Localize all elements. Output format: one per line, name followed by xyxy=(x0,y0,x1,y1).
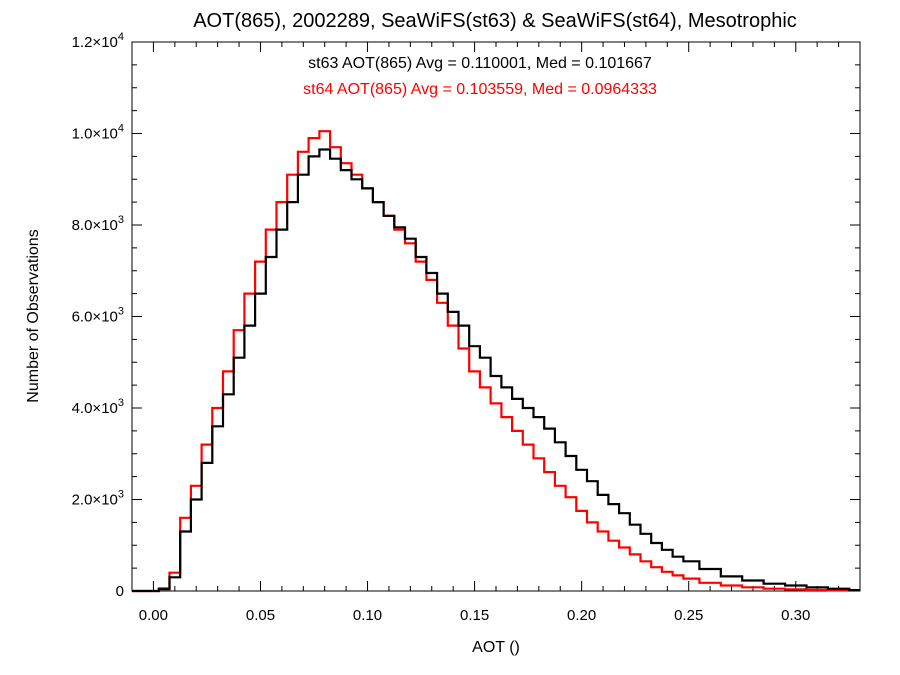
x-tick-label: 0.10 xyxy=(353,607,382,624)
y-tick-label: 4.0×103 xyxy=(72,397,124,417)
plot-frame xyxy=(131,41,861,592)
x-tick-label: 0.30 xyxy=(781,607,810,624)
series-annotation-st63: st63 AOT(865) Avg = 0.110001, Med = 0.10… xyxy=(308,55,652,72)
y-tick-label: 1.0×104 xyxy=(72,123,124,143)
chart-title: AOT(865), 2002289, SeaWiFS(st63) & SeaWi… xyxy=(193,10,797,32)
x-axis-label: AOT () xyxy=(472,639,520,656)
series-line-st63 xyxy=(132,148,860,593)
x-tick-label: 0.25 xyxy=(674,607,703,624)
y-tick-label: 6.0×103 xyxy=(72,306,124,326)
y-tick-label: 2.0×103 xyxy=(72,489,124,509)
y-tick-label: 0 xyxy=(116,583,124,600)
series-line-st64 xyxy=(132,130,860,593)
x-tick-label: 0.20 xyxy=(567,607,596,624)
series-annotation-st64: st64 AOT(865) Avg = 0.103559, Med = 0.09… xyxy=(303,81,657,98)
x-tick-label: 0.15 xyxy=(460,607,489,624)
x-tick-label: 0.05 xyxy=(246,607,275,624)
series-layer xyxy=(132,130,860,593)
y-axis-label: Number of Observations xyxy=(25,229,42,402)
y-tick-label: 8.0×103 xyxy=(72,214,124,234)
y-tick-label: 1.2×104 xyxy=(72,31,124,51)
x-tick-label: 0.00 xyxy=(139,607,168,624)
x-axis-ticks: 0.00 0.05 0.10 0.15 0.20 0.25 0.30 xyxy=(131,42,861,624)
y-axis-ticks: 0 2.0×103 4.0×103 6.0×103 8.0×103 1.0×104 1.2×… xyxy=(72,31,860,600)
